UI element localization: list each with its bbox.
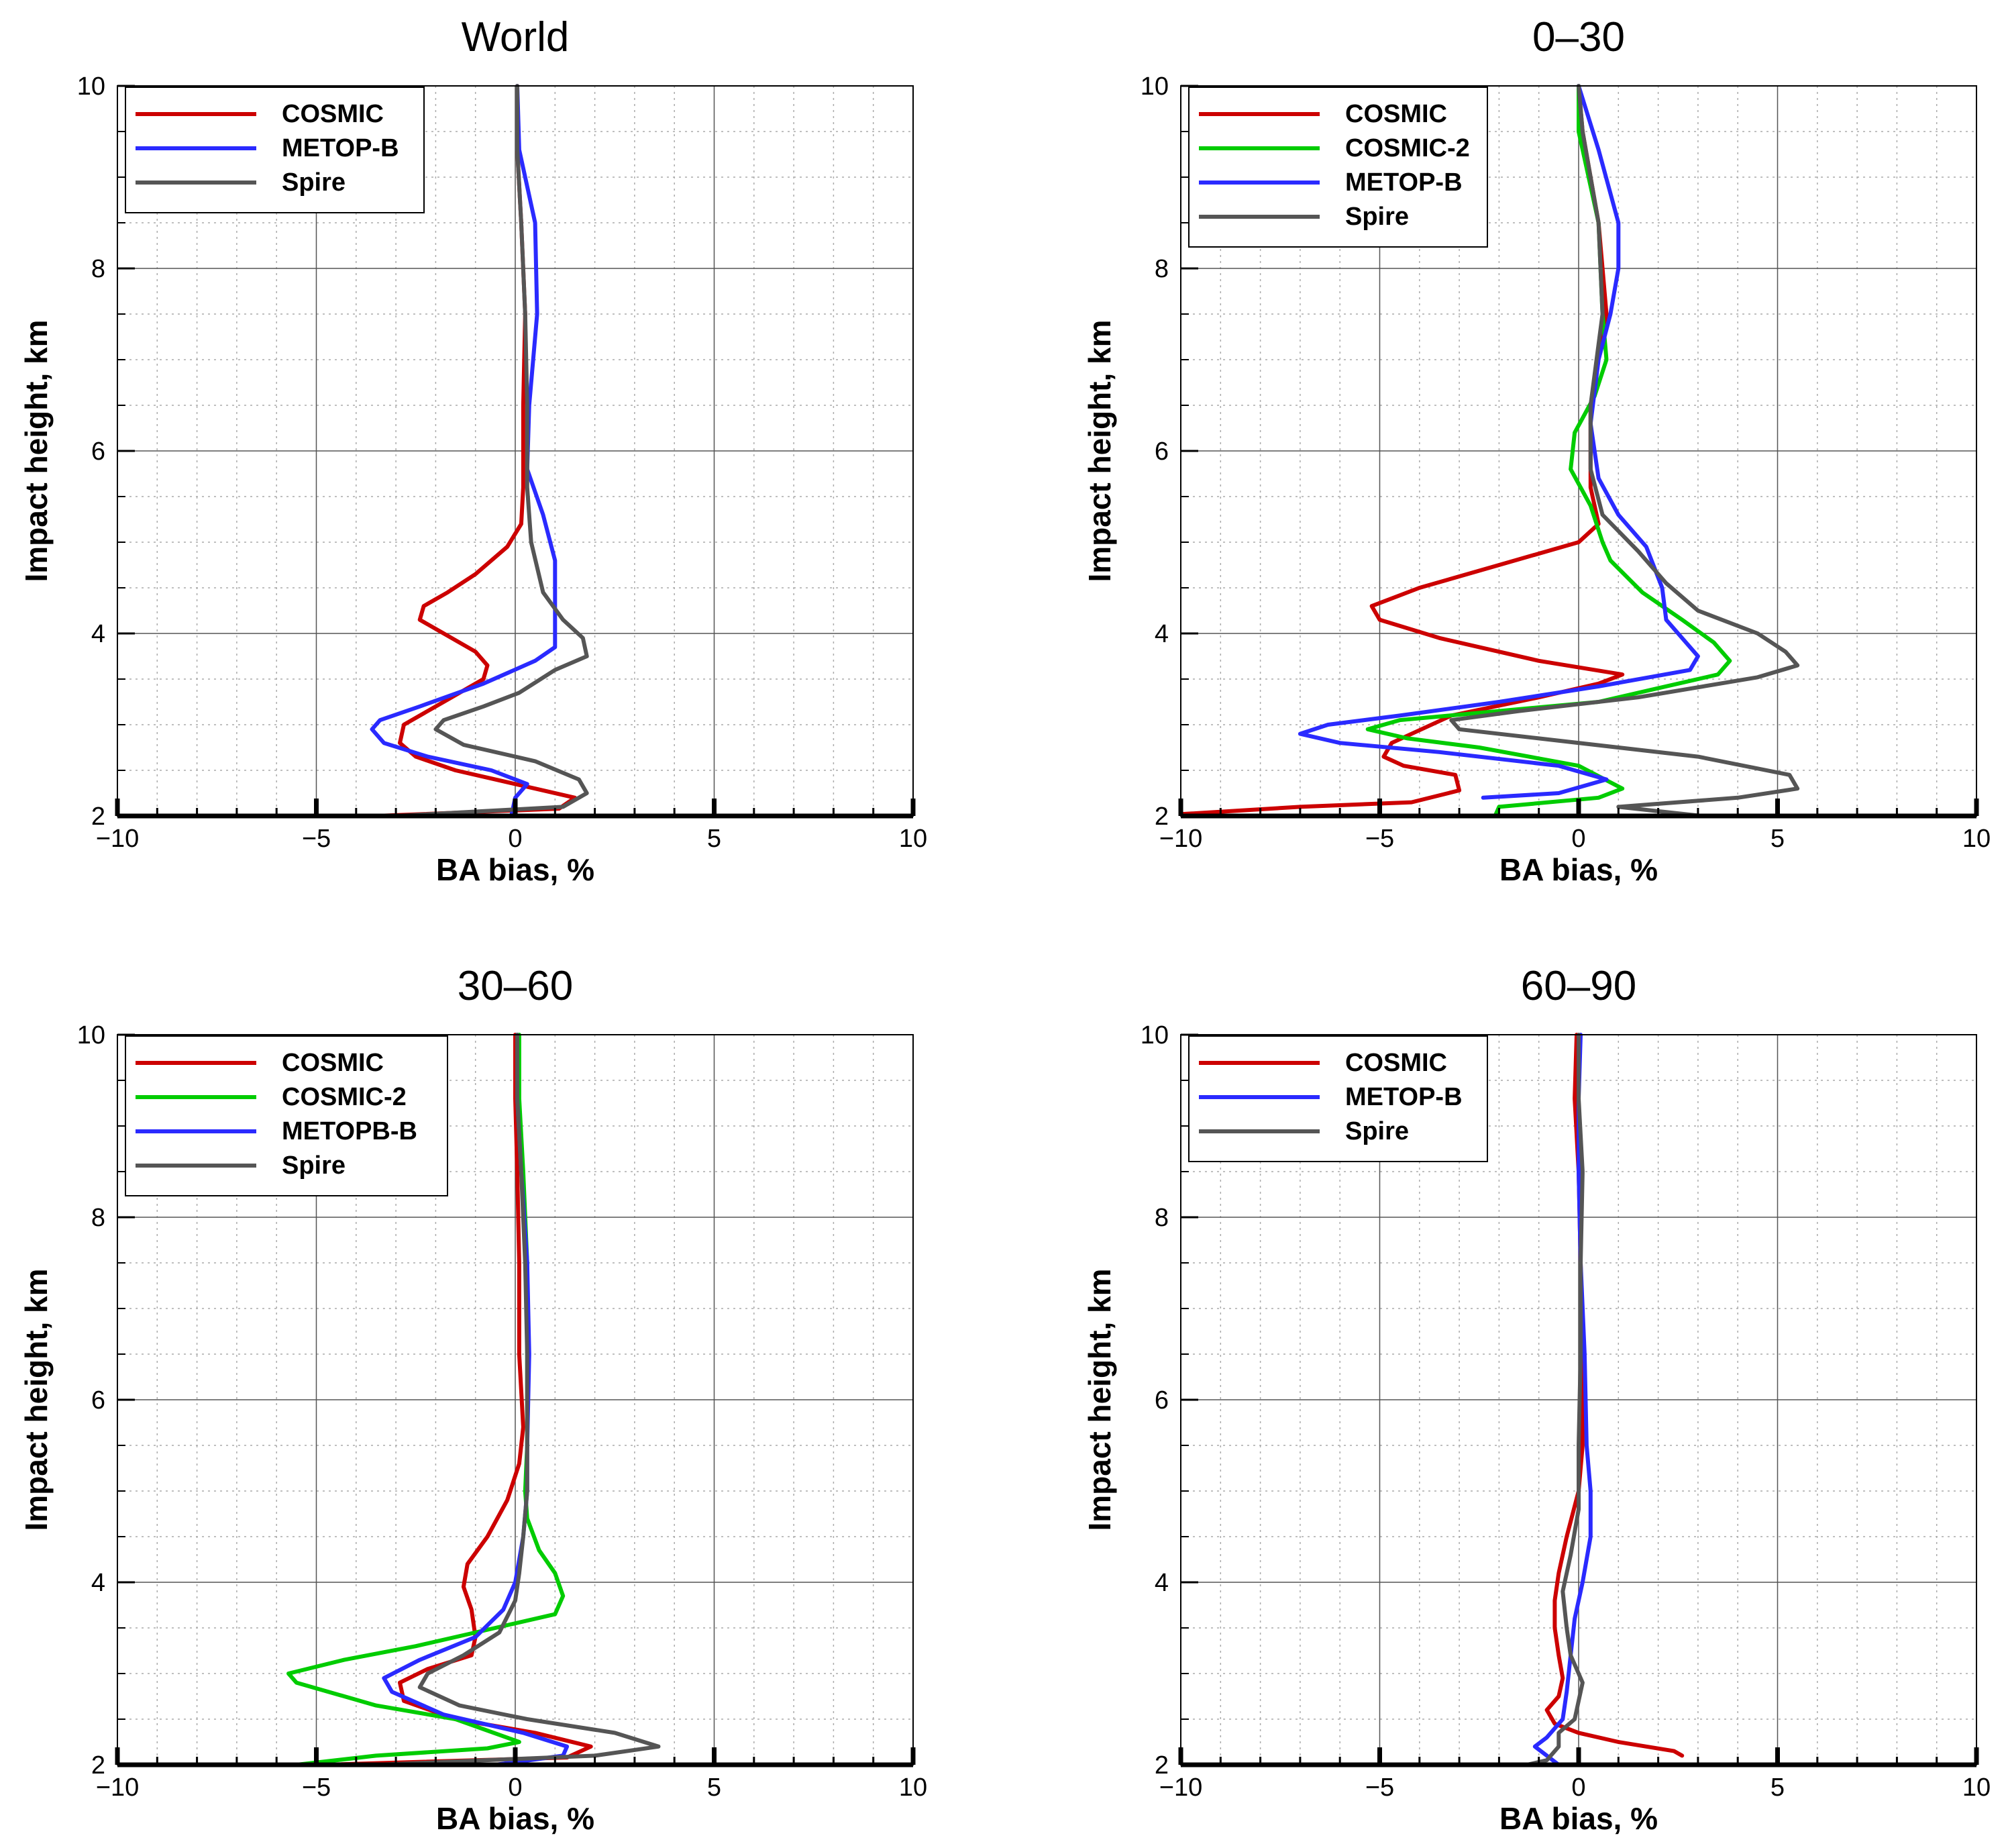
x-tick-label: −10 — [1159, 825, 1202, 853]
y-tick-label: 6 — [1155, 438, 1169, 466]
x-tick-label: 10 — [899, 1774, 927, 1802]
legend-label: COSMIC — [1345, 1049, 1447, 1077]
x-tick-label: 5 — [707, 825, 721, 853]
x-tick-label: −10 — [1159, 1774, 1202, 1802]
legend-label: METOP-B — [282, 134, 399, 162]
legend-label: COSMIC — [1345, 100, 1447, 128]
x-tick-label: 5 — [707, 1774, 721, 1802]
x-axis-label: BA bias, % — [436, 852, 594, 887]
series-line-cosmic — [374, 84, 577, 818]
y-tick-label: 2 — [91, 1751, 105, 1780]
legend-label: Spire — [1345, 203, 1409, 231]
x-tick-label: 10 — [1962, 825, 1991, 853]
chart-panel-lat-0-30: −10 −5 0 5 10 2 4 6 8 10 0–30 BA bias, % Impact heig… — [1082, 14, 1991, 887]
y-axis-label: Impact height, km — [19, 319, 54, 582]
y-tick-label: 10 — [1141, 1021, 1169, 1049]
y-axis-label: Impact height, km — [1082, 1268, 1117, 1531]
x-tick-label: 0 — [508, 1774, 522, 1802]
legend-label: METOP-B — [1345, 168, 1463, 197]
series-line-metop-b — [370, 84, 558, 818]
series-line-cosmic-2 — [1365, 84, 1732, 818]
y-tick-label: 4 — [1155, 620, 1169, 648]
y-tick-label: 10 — [77, 1021, 105, 1049]
chart-title: World — [462, 14, 570, 60]
legend-label: COSMIC — [282, 100, 384, 128]
legend-label: COSMIC — [282, 1049, 384, 1077]
legend: COSMIC COSMIC-2 METOP-B Spire — [1188, 87, 1488, 248]
x-tick-label: 0 — [1571, 825, 1585, 853]
y-tick-label: 10 — [1141, 72, 1169, 101]
legend-label: METOPB-B — [282, 1117, 417, 1145]
x-tick-label: −10 — [96, 825, 139, 853]
x-tick-label: −5 — [1365, 825, 1394, 853]
y-tick-label: 2 — [91, 803, 105, 831]
chart-title: 30–60 — [458, 963, 573, 1009]
y-tick-label: 4 — [91, 620, 105, 648]
y-tick-label: 8 — [1155, 255, 1169, 283]
x-tick-label: −5 — [1365, 1774, 1394, 1802]
x-axis-label: BA bias, % — [1499, 852, 1658, 887]
series-line-spire — [1524, 1033, 1585, 1767]
series-line-spire — [374, 1033, 661, 1767]
x-axis-label: BA bias, % — [436, 1801, 594, 1836]
chart-title: 60–90 — [1521, 963, 1636, 1009]
y-tick-label: 6 — [1155, 1386, 1169, 1415]
chart-panel-lat-60-90: −10 −5 0 5 10 2 4 6 8 10 60–90 BA bias, % Impact hei… — [1082, 963, 1991, 1836]
series-line-metop-b — [1298, 84, 1700, 800]
y-tick-label: 4 — [1155, 1569, 1169, 1597]
x-tick-label: 5 — [1771, 1774, 1785, 1802]
legend-label: COSMIC-2 — [282, 1083, 407, 1111]
y-tick-label: 2 — [1155, 803, 1169, 831]
x-tick-label: −5 — [302, 1774, 331, 1802]
x-tick-label: −10 — [96, 1774, 139, 1802]
y-tick-label: 8 — [91, 255, 105, 283]
chart-panel-world: −10 −5 0 5 10 2 4 6 8 10 World BA bias, % Impact hei… — [19, 14, 927, 887]
y-tick-label: 8 — [91, 1204, 105, 1232]
legend-label: COSMIC-2 — [1345, 134, 1470, 162]
series-line-cosmic — [1544, 1033, 1685, 1758]
x-tick-label: 10 — [899, 825, 927, 853]
legend-label: METOP-B — [1345, 1083, 1463, 1111]
x-axis-label: BA bias, % — [1499, 1801, 1658, 1836]
legend: COSMIC COSMIC-2 METOPB-B Spire — [125, 1035, 448, 1196]
y-tick-label: 4 — [91, 1569, 105, 1597]
legend-label: Spire — [282, 168, 346, 197]
x-tick-label: −5 — [302, 825, 331, 853]
x-tick-label: 10 — [1962, 1774, 1991, 1802]
y-axis-label: Impact height, km — [1082, 319, 1117, 582]
y-tick-label: 2 — [1155, 1751, 1169, 1780]
chart-title: 0–30 — [1532, 14, 1625, 60]
legend-label: Spire — [282, 1151, 346, 1180]
y-tick-label: 10 — [77, 72, 105, 101]
legend-label: Spire — [1345, 1117, 1409, 1145]
chart-panel-lat-30-60: −10 −5 0 5 10 2 4 6 8 10 30–60 BA bias, % Impact hei… — [19, 963, 927, 1836]
y-tick-label: 6 — [91, 1386, 105, 1415]
x-tick-label: 5 — [1771, 825, 1785, 853]
series-line-spire — [394, 84, 589, 818]
legend: COSMIC METOP-B Spire — [1188, 1035, 1488, 1162]
series-line-spire — [1449, 84, 1800, 818]
y-tick-label: 8 — [1155, 1204, 1169, 1232]
x-tick-label: 0 — [1571, 1774, 1585, 1802]
legend: COSMIC METOP-B Spire — [125, 87, 425, 213]
y-axis-label: Impact height, km — [19, 1268, 54, 1531]
y-tick-label: 6 — [91, 438, 105, 466]
x-tick-label: 0 — [508, 825, 522, 853]
